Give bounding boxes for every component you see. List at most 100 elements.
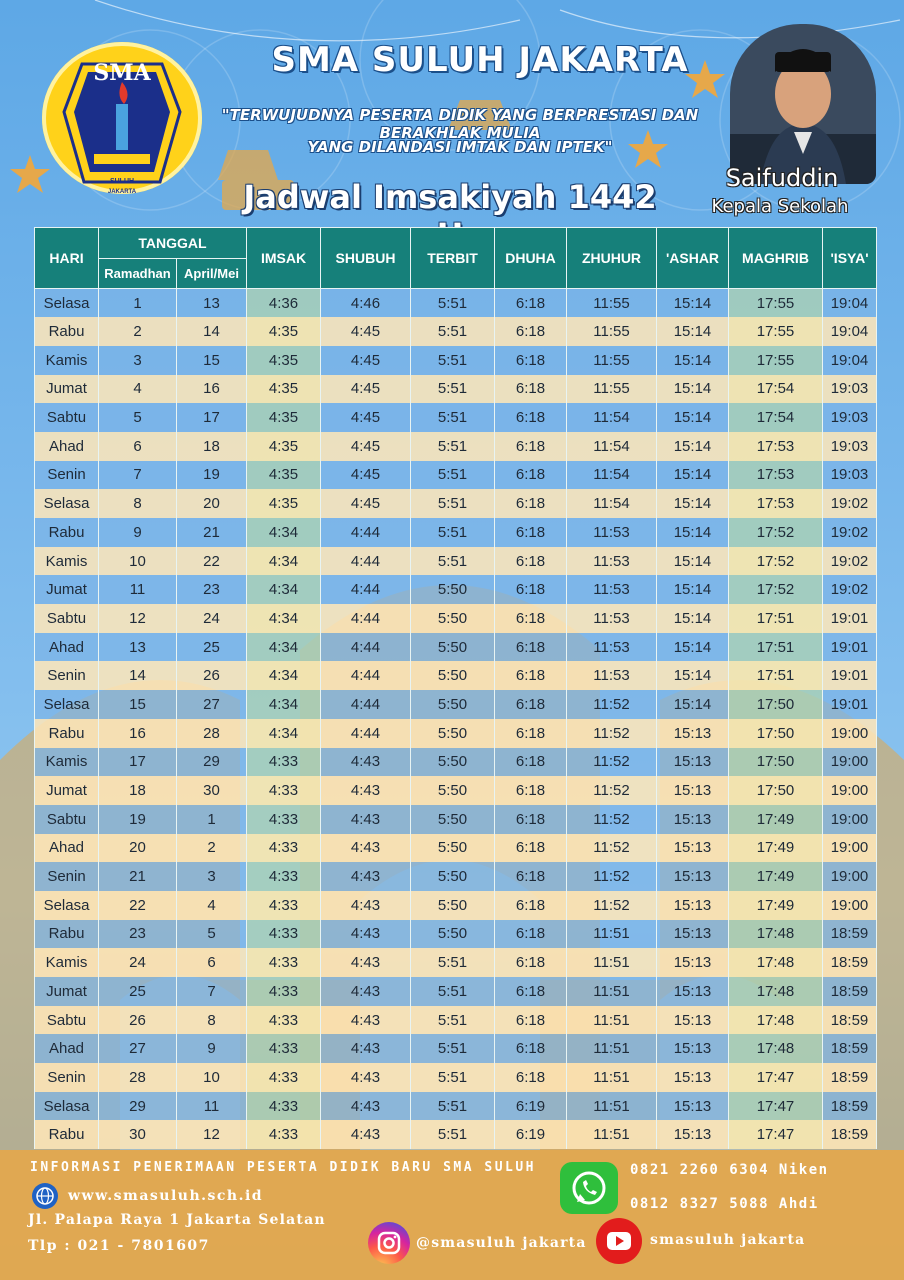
cell-gregorian-date: 21 xyxy=(176,518,247,547)
cell-terbit: 5:50 xyxy=(410,661,495,691)
table-row: Kamis 3 15 4:35 4:45 5:51 6:18 11:55 15:14 17:55 1… xyxy=(34,345,877,375)
cell-dhuha: 6:18 xyxy=(494,489,567,518)
instagram-handle[interactable]: @smasuluh jakarta xyxy=(416,1235,587,1251)
header-shubuh: SHUBUH xyxy=(320,227,411,289)
cell-isya: 19:00 xyxy=(822,862,877,891)
table-row: Sabtu 12 24 4:34 4:44 5:50 6:18 11:53 15:14 17:51… xyxy=(34,604,877,633)
cell-day: Selasa xyxy=(34,288,99,318)
cell-shubuh: 4:45 xyxy=(320,403,411,432)
cell-maghrib: 17:52 xyxy=(728,518,823,547)
cell-maghrib: 17:49 xyxy=(728,833,823,863)
cell-imsak: 4:34 xyxy=(246,604,321,633)
table-row: Ahad 6 18 4:35 4:45 5:51 6:18 11:54 15:14 17:53 19… xyxy=(34,431,877,461)
header-dhuha: DHUHA xyxy=(494,227,567,289)
cell-ashar: 15:14 xyxy=(656,345,729,375)
cell-ashar: 15:14 xyxy=(656,374,729,404)
cell-imsak: 4:33 xyxy=(246,1034,321,1064)
cell-maghrib: 17:49 xyxy=(728,804,823,834)
cell-ashar: 15:14 xyxy=(656,661,729,691)
cell-dhuha: 6:18 xyxy=(494,977,567,1006)
youtube-icon[interactable] xyxy=(596,1218,642,1264)
table-row: Kamis 17 29 4:33 4:43 5:50 6:18 11:52 15:13 17:50… xyxy=(34,747,877,777)
cell-shubuh: 4:43 xyxy=(320,1063,411,1092)
cell-dhuha: 6:18 xyxy=(494,948,567,977)
cell-zhuhur: 11:51 xyxy=(566,1120,657,1150)
whatsapp-contact-2[interactable]: 0812 8327 5088 Ahdi xyxy=(630,1196,819,1212)
website-link[interactable]: www.smasuluh.sch.id xyxy=(68,1188,264,1204)
cell-dhuha: 6:18 xyxy=(494,690,567,719)
cell-gregorian-date: 20 xyxy=(176,489,247,518)
cell-gregorian-date: 30 xyxy=(176,776,247,805)
table-row: Jumat 25 7 4:33 4:43 5:51 6:18 11:51 15:13 17:48 1… xyxy=(34,977,877,1006)
cell-dhuha: 6:18 xyxy=(494,1034,567,1064)
school-name: SMA SULUH JAKARTA xyxy=(271,40,689,80)
cell-imsak: 4:33 xyxy=(246,776,321,805)
cell-zhuhur: 11:54 xyxy=(566,460,657,490)
cell-zhuhur: 11:52 xyxy=(566,690,657,719)
principal-name: Saifuddin xyxy=(725,164,839,192)
cell-ramadhan-date: 18 xyxy=(98,776,177,805)
header-terbit: TERBIT xyxy=(410,227,495,289)
cell-ashar: 15:14 xyxy=(656,431,729,461)
cell-terbit: 5:51 xyxy=(410,1120,495,1150)
cell-ashar: 15:14 xyxy=(656,489,729,518)
cell-day: Ahad xyxy=(34,833,99,863)
youtube-channel[interactable]: smasuluh jakarta xyxy=(650,1232,806,1248)
instagram-icon[interactable] xyxy=(368,1222,410,1264)
cell-dhuha: 6:19 xyxy=(494,1120,567,1150)
cell-dhuha: 6:18 xyxy=(494,431,567,461)
cell-shubuh: 4:46 xyxy=(320,288,411,318)
cell-imsak: 4:33 xyxy=(246,833,321,863)
cell-shubuh: 4:45 xyxy=(320,431,411,461)
cell-dhuha: 6:18 xyxy=(494,919,567,949)
cell-maghrib: 17:54 xyxy=(728,374,823,404)
cell-imsak: 4:33 xyxy=(246,1120,321,1150)
cell-maghrib: 17:47 xyxy=(728,1091,823,1121)
cell-shubuh: 4:43 xyxy=(320,890,411,920)
cell-imsak: 4:33 xyxy=(246,948,321,977)
cell-shubuh: 4:43 xyxy=(320,977,411,1006)
cell-imsak: 4:33 xyxy=(246,977,321,1006)
header-zhuhur: ZHUHUR xyxy=(566,227,657,289)
table-row: Senin 21 3 4:33 4:43 5:50 6:18 11:52 15:13 17:49 1… xyxy=(34,862,877,891)
table-row: Selasa 1 13 4:36 4:46 5:51 6:18 11:55 15:14 17:55… xyxy=(34,288,877,318)
cell-maghrib: 17:50 xyxy=(728,690,823,719)
cell-gregorian-date: 29 xyxy=(176,747,247,777)
header-imsak: IMSAK xyxy=(246,227,321,289)
cell-isya: 18:59 xyxy=(822,1091,877,1121)
cell-ashar: 15:13 xyxy=(656,1005,729,1035)
cell-zhuhur: 11:53 xyxy=(566,604,657,633)
cell-shubuh: 4:44 xyxy=(320,690,411,719)
footer-info-title: INFORMASI PENERIMAAN PESERTA DIDIK BARU … xyxy=(30,1160,537,1175)
table-row: Jumat 4 16 4:35 4:45 5:51 6:18 11:55 15:14 17:54 1… xyxy=(34,374,877,404)
cell-dhuha: 6:18 xyxy=(494,546,567,576)
whatsapp-contact-1[interactable]: 0821 2260 6304 Niken xyxy=(630,1162,829,1178)
cell-imsak: 4:33 xyxy=(246,1091,321,1121)
cell-maghrib: 17:55 xyxy=(728,345,823,375)
cell-ramadhan-date: 6 xyxy=(98,431,177,461)
whatsapp-icon[interactable] xyxy=(560,1162,618,1214)
table-row: Kamis 10 22 4:34 4:44 5:51 6:18 11:53 15:14 17:52… xyxy=(34,546,877,576)
cell-shubuh: 4:45 xyxy=(320,489,411,518)
cell-zhuhur: 11:51 xyxy=(566,1005,657,1035)
cell-ashar: 15:13 xyxy=(656,1091,729,1121)
cell-zhuhur: 11:52 xyxy=(566,804,657,834)
principal-photo xyxy=(730,24,876,184)
cell-day: Selasa xyxy=(34,690,99,719)
cell-day: Jumat xyxy=(34,575,99,605)
cell-imsak: 4:35 xyxy=(246,374,321,404)
cell-maghrib: 17:54 xyxy=(728,403,823,432)
cell-terbit: 5:51 xyxy=(410,518,495,547)
table-header-row: HARI TANGGAL IMSAK SHUBUH TERBIT DHUHA Z… xyxy=(34,227,877,289)
table-row: Ahad 27 9 4:33 4:43 5:51 6:18 11:51 15:13 17:48 18… xyxy=(34,1034,877,1064)
cell-imsak: 4:34 xyxy=(246,575,321,605)
header-isya: 'ISYA' xyxy=(822,227,877,289)
cell-ramadhan-date: 14 xyxy=(98,661,177,691)
cell-imsak: 4:34 xyxy=(246,546,321,576)
cell-ashar: 15:13 xyxy=(656,776,729,805)
cell-shubuh: 4:43 xyxy=(320,862,411,891)
cell-day: Sabtu xyxy=(34,604,99,633)
cell-isya: 18:59 xyxy=(822,1005,877,1035)
cell-terbit: 5:51 xyxy=(410,977,495,1006)
table-row: Senin 7 19 4:35 4:45 5:51 6:18 11:54 15:14 17:53 1… xyxy=(34,460,877,490)
